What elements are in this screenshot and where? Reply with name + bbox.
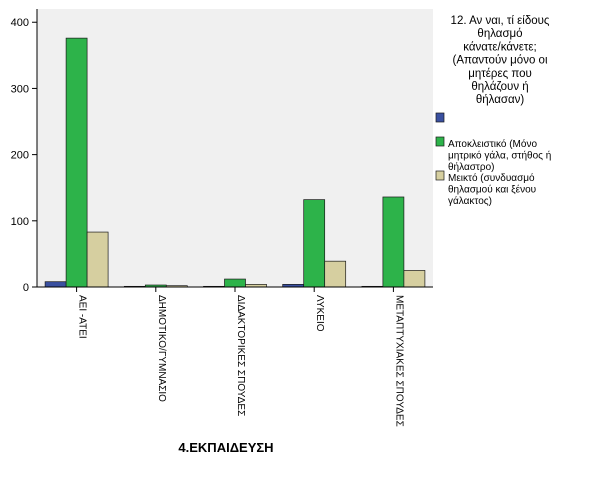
x-category-label: ΜΕΤΑΠΤΥΧΙΑΚΕΣ ΣΠΟΥΔΕΣ — [393, 295, 404, 427]
y-tick-label: 200 — [11, 150, 29, 162]
bar — [324, 260, 347, 288]
legend-label-line: μητρικό γάλα, στήθος ή — [448, 150, 551, 162]
x-category-label: ΔΗΜΟΤΙΚΟ/ΓΥΜΝΑΣΙΟ — [156, 295, 167, 402]
legend-swatch — [435, 170, 445, 181]
legend-title-line: θηλάζουν ή — [471, 81, 528, 93]
x-category-label: ΔΙΔΑΚΤΟΡΙΚΕΣ ΣΠΟΥΔΕΣ — [235, 295, 246, 416]
y-tick-label: 400 — [11, 17, 29, 29]
bar — [403, 270, 426, 288]
legend-swatch — [435, 112, 445, 123]
legend-title-line: θήλασαν) — [476, 94, 525, 106]
legend-title: 12. Αν ναι, τί είδους θηλασμό κάνατε/κάνετ… — [451, 15, 550, 106]
x-category-label: ΑΕΙ -ΑΤΕΙ — [77, 295, 88, 339]
bar — [44, 281, 67, 288]
legend: 12. Αν ναι, τί είδους θηλασμό κάνατε/κάνετ… — [435, 15, 551, 207]
bar — [303, 199, 326, 288]
legend-title-line: 12. Αν ναι, τί είδους — [451, 15, 550, 27]
legend-label-line: Μεικτό (συνδυασμό — [448, 172, 535, 184]
bar — [65, 37, 88, 288]
legend-swatch — [435, 136, 445, 147]
legend-title-line: (Απαντούν μόνο οι — [453, 55, 548, 67]
legend-label-line: γάλακτος) — [448, 195, 492, 207]
bar — [382, 196, 405, 288]
legend-label-line: θηλασμού και ξένου — [448, 184, 536, 196]
y-ticks-group: 0 100 200 300 400 — [11, 17, 37, 294]
x-axis-title: 4.ΕΚΠΑΙΔΕΥΣΗ — [178, 440, 273, 455]
legend-title-line: κάνατε/κάνετε; — [463, 41, 537, 53]
y-tick-label: 0 — [23, 282, 29, 294]
legend-label: Αποκλειστικό (Μόνο μητρικό γάλα, στήθος ή… — [448, 138, 551, 173]
bars-group — [44, 37, 426, 288]
y-tick-label: 100 — [11, 216, 29, 228]
legend-title-line: μητέρες που — [468, 68, 532, 80]
y-tick-label: 300 — [11, 83, 29, 95]
legend-label-line: θήλαστρο) — [448, 161, 494, 173]
legend-title-line: θηλασμό — [477, 28, 522, 40]
x-category-label: ΛΥΚΕΙΟ — [314, 295, 325, 332]
bar — [86, 231, 109, 288]
legend-label-line: Αποκλειστικό (Μόνο — [448, 138, 537, 150]
bar — [224, 278, 246, 288]
legend-items: Αποκλειστικό (Μόνο μητρικό γάλα, στήθος ή… — [435, 112, 551, 207]
legend-label: Μεικτό (συνδυασμό θηλασμού και ξένου γάλακ… — [448, 172, 536, 207]
category-labels-group: ΑΕΙ -ΑΤΕΙ ΔΗΜΟΤΙΚΟ/ΓΥΜΝΑΣΙΟ ΔΙΔΑΚΤΟΡΙΚΕΣ Σ… — [76, 287, 404, 427]
